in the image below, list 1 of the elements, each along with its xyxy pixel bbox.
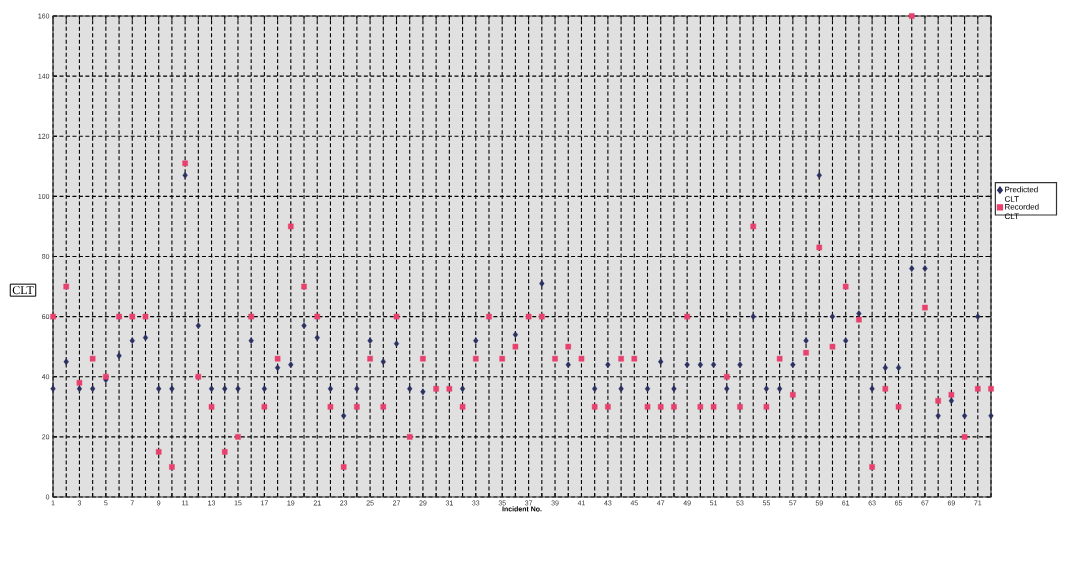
y-axis-title: CLT (12, 286, 34, 295)
